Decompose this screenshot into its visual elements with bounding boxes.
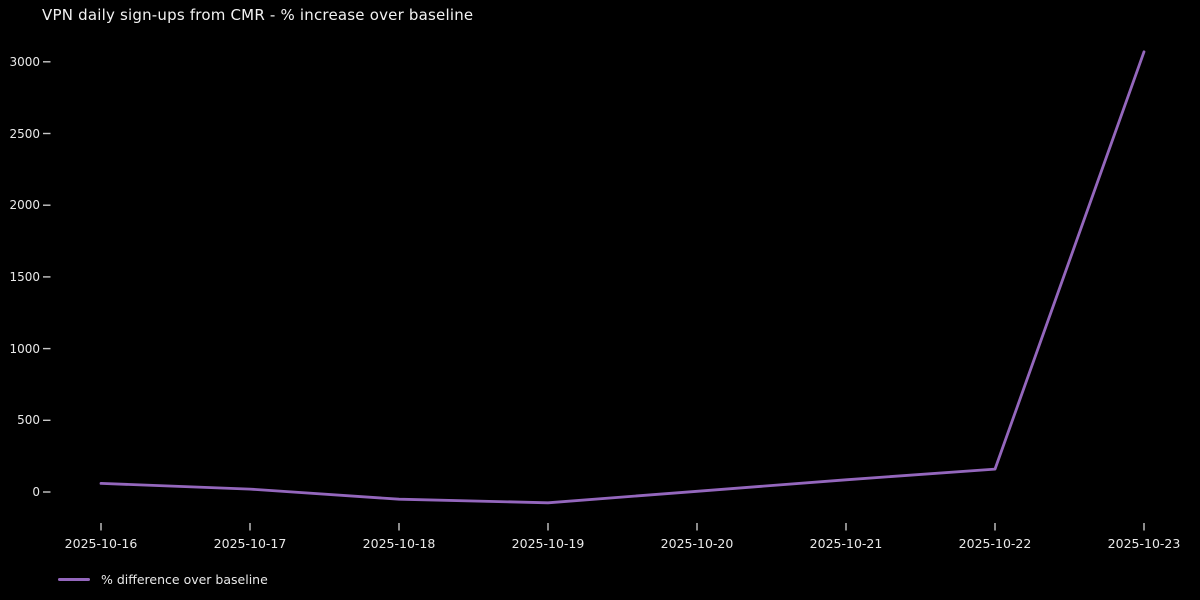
data-line (99, 50, 1146, 505)
chart-title: VPN daily sign-ups from CMR - % increase… (42, 6, 474, 24)
legend: % difference over baseline (58, 572, 268, 587)
legend-line-swatch (58, 578, 90, 581)
legend-label: % difference over baseline (101, 572, 268, 587)
